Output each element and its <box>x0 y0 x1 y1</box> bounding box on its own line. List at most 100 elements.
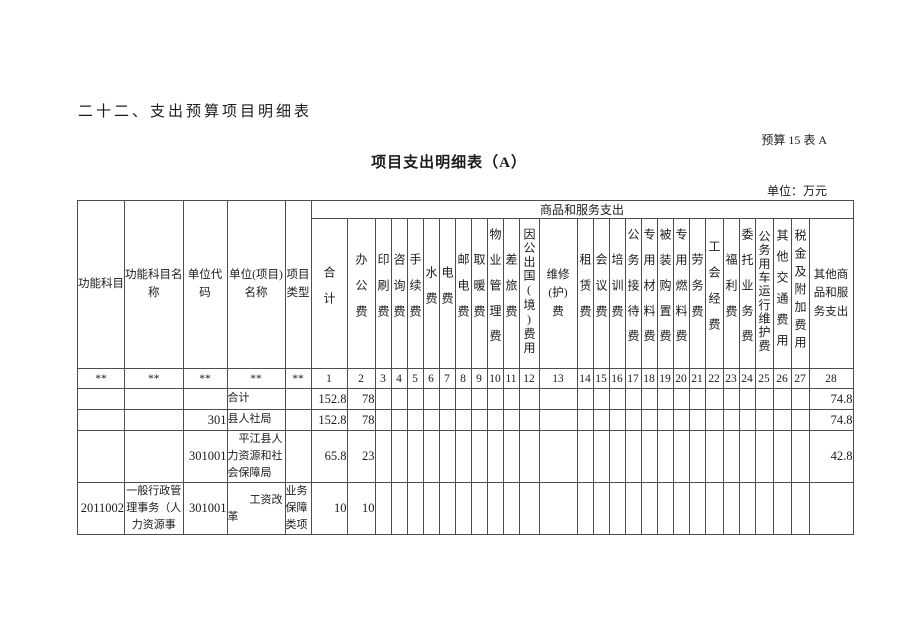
value-column-header: 公务用车运行维护费 <box>754 218 774 369</box>
table-cell <box>77 409 125 431</box>
value-column-header: 福利费 <box>722 218 740 369</box>
table-cell <box>406 482 424 536</box>
index-cell: 5 <box>406 368 424 389</box>
value-column-header: 被装购置费 <box>656 218 674 369</box>
index-cell: ** <box>124 368 184 389</box>
table-cell <box>538 409 578 431</box>
index-cell: 17 <box>624 368 642 389</box>
fixed-column-header: 单位(项目) 名称 <box>226 200 286 369</box>
value-column-header: 租赁费 <box>576 218 594 369</box>
table-title: 项目支出明细表（A） <box>371 155 527 171</box>
table-cell <box>754 482 774 536</box>
table-cell <box>772 429 792 484</box>
table-cell <box>438 409 456 431</box>
table-cell <box>722 409 740 431</box>
index-cell: 7 <box>438 368 456 389</box>
table-cell <box>790 388 810 410</box>
table-cell <box>790 429 810 484</box>
table-cell <box>656 388 674 410</box>
table-cell <box>538 429 578 484</box>
table-cell <box>502 429 520 484</box>
table-cell: 152.8 <box>310 388 348 410</box>
table-cell <box>754 429 774 484</box>
index-cell: 26 <box>772 368 792 389</box>
table-row: 合计 152.8 78 74.8 <box>77 388 854 410</box>
index-cell: 2 <box>346 368 376 389</box>
vertical-header-text: 手续费 <box>408 252 422 331</box>
index-cell: 18 <box>640 368 658 389</box>
value-column-header: 工会经费 <box>704 218 724 369</box>
table-body: 合计 152.8 78 74.8 301 县人社局 152.8 78 74.8 301001 平江… <box>77 388 854 536</box>
table-cell <box>470 409 488 431</box>
table-cell <box>608 482 626 536</box>
table-cell <box>640 429 658 484</box>
table-cell <box>672 429 690 484</box>
fixed-column-header: 功能科目 <box>77 200 125 369</box>
table-cell <box>438 429 456 484</box>
table-cell <box>624 388 642 410</box>
table-cell <box>576 388 594 410</box>
table-row: 301001 平江县人 力资源和社 会保障局 65.8 23 42.8 <box>77 429 854 484</box>
table-cell <box>374 409 392 431</box>
table-cell <box>470 482 488 536</box>
table-cell <box>656 409 674 431</box>
value-column-header: 合计 <box>310 218 348 369</box>
table-cell <box>538 482 578 536</box>
vertical-header-text: 合计 <box>322 265 336 318</box>
vertical-header-text: 因公出国(境)费用 <box>522 228 536 355</box>
table-cell <box>454 482 472 536</box>
vertical-header-text: 公务接待费 <box>626 228 640 355</box>
value-column-header: 会议费 <box>592 218 610 369</box>
table-cell: 县人社局 <box>226 409 286 431</box>
table-cell <box>438 388 456 410</box>
vertical-header-text: 会议费 <box>594 252 608 331</box>
table-cell <box>608 388 626 410</box>
table-cell <box>390 409 408 431</box>
value-column-header: 劳务费 <box>688 218 706 369</box>
table-cell <box>640 482 658 536</box>
table-cell: 301 <box>182 409 228 431</box>
table-cell <box>486 429 504 484</box>
vertical-header-text: 水费 <box>424 265 438 318</box>
table-cell <box>538 388 578 410</box>
index-cell: 22 <box>704 368 724 389</box>
table-cell <box>772 388 792 410</box>
table-row: 301 县人社局 152.8 78 74.8 <box>77 409 854 431</box>
table-cell <box>704 409 724 431</box>
table-cell: 一般行政管 理事务（人 力资源事 <box>124 482 184 536</box>
index-cell: 28 <box>808 368 854 389</box>
value-column-header: 取暖费 <box>470 218 488 369</box>
table-cell <box>518 482 540 536</box>
table-cell <box>722 388 740 410</box>
table-cell <box>486 388 504 410</box>
table-cell: 65.8 <box>310 429 348 484</box>
value-column-header: 印刷费 <box>374 218 392 369</box>
index-cell: 25 <box>754 368 774 389</box>
table-cell <box>406 388 424 410</box>
value-column-header: 物业管理费 <box>486 218 504 369</box>
index-cell: 27 <box>790 368 810 389</box>
table-cell <box>738 409 756 431</box>
table-cell: 301001 <box>182 429 228 484</box>
vertical-header-text: 培训费 <box>610 252 624 331</box>
table-cell <box>738 429 756 484</box>
index-cell: 14 <box>576 368 594 389</box>
fixed-column-header: 单位代 码 <box>182 200 228 369</box>
section-title: 二十二、支出预算项目明细表 <box>78 104 313 120</box>
table-cell <box>592 429 610 484</box>
table-cell: 301001 <box>182 482 228 536</box>
table-cell <box>704 388 724 410</box>
value-column-header: 手续费 <box>406 218 424 369</box>
table-cell <box>374 482 392 536</box>
table-cell: 业务 保障 类项 <box>284 482 312 536</box>
table-cell <box>284 409 312 431</box>
vertical-header-text: 被装购置费 <box>658 228 672 355</box>
table-cell <box>672 388 690 410</box>
table-cell <box>790 482 810 536</box>
index-cell: ** <box>226 368 286 389</box>
table-cell <box>722 429 740 484</box>
table-cell <box>470 388 488 410</box>
index-cell: 12 <box>518 368 540 389</box>
table-cell <box>656 482 674 536</box>
index-cell: 24 <box>738 368 756 389</box>
